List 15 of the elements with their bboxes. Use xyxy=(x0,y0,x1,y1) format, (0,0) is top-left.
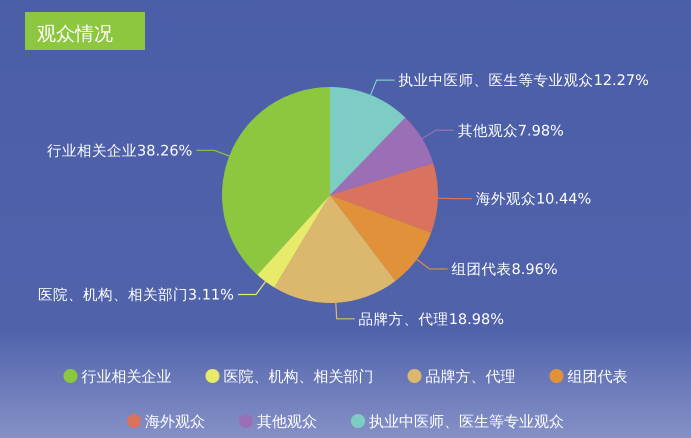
category-label: 行业相关企业38.26% xyxy=(47,143,192,160)
legend-label: 行业相关企业 xyxy=(82,368,172,386)
category-label: 海外观众10.44% xyxy=(476,192,592,208)
legend-label: 执业中医师、医生等专业观众 xyxy=(369,412,564,430)
category-label: 品牌方、代理18.98% xyxy=(358,312,504,328)
category-label: 其他观众7.98% xyxy=(458,123,564,140)
legend-label: 其他观众 xyxy=(257,412,317,430)
legend-label: 品牌方、代理 xyxy=(426,368,516,386)
chart-title: 观众情况 xyxy=(37,23,113,45)
category-label: 执业中医师、医生等专业观众12.27% xyxy=(398,73,649,90)
legend-label: 医院、机构、相关部门 xyxy=(224,368,374,386)
legend-label: 海外观众 xyxy=(145,412,205,430)
category-label: 组团代表8.96% xyxy=(452,262,558,278)
legend-label: 组团代表 xyxy=(568,368,628,386)
category-label: 医院、机构、相关部门3.11% xyxy=(38,287,234,304)
